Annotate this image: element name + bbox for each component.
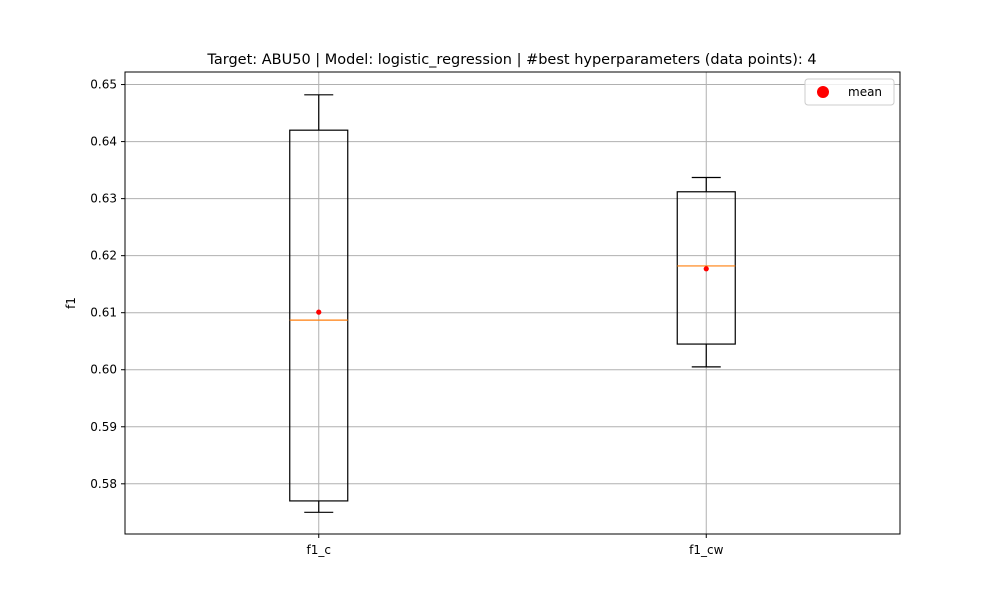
legend: mean: [804, 78, 895, 106]
legend-label: mean: [848, 85, 882, 99]
y-axis-ticks: 0.58 0.59 0.60 0.61 0.62 0.63 0.64 0.65: [90, 78, 125, 491]
y-tick-label: 0.64: [90, 135, 117, 149]
plot-area-frame: [124, 71, 901, 535]
y-tick-label: 0.63: [90, 192, 117, 206]
y-tick-label: 0.58: [90, 477, 117, 491]
y-tick-label: 0.60: [90, 363, 117, 377]
legend-frame: [804, 78, 895, 106]
y-tick-label: 0.59: [90, 420, 117, 434]
box-f1-c: [289, 94, 349, 513]
y-tick-label: 0.65: [90, 78, 117, 92]
box-series: [289, 94, 736, 513]
y-tick-label: 0.62: [90, 249, 117, 263]
y-tick-label: 0.61: [90, 306, 117, 320]
legend-marker: [817, 86, 829, 98]
x-tick-label: f1_c: [307, 543, 331, 557]
x-axis-ticks: f1_c f1_cw: [307, 534, 724, 557]
grid-lines: [125, 72, 900, 534]
y-axis-label: f1: [64, 297, 78, 309]
iqr-box: [289, 129, 349, 502]
mean-marker: [703, 266, 709, 272]
box-f1-cw: [676, 176, 736, 368]
chart-title: Target: ABU50 | Model: logistic_regressi…: [206, 52, 816, 68]
mean-marker: [316, 309, 322, 315]
x-tick-label: f1_cw: [689, 543, 723, 557]
iqr-box: [676, 191, 736, 345]
